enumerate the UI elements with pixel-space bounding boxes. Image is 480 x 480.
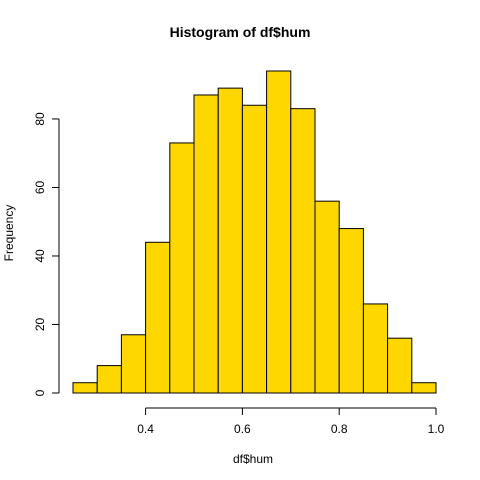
histogram-bar (338, 228, 364, 394)
x-tick-label: 0.8 (331, 422, 348, 436)
x-axis: 0.4 0.6 0.8 1.0 (137, 407, 445, 436)
histogram-bar (120, 334, 147, 394)
y-axis: 0 20 40 60 80 (33, 112, 60, 396)
y-tick-label: 20 (33, 317, 47, 331)
histogram-bar (241, 104, 268, 394)
chart-title: Histogram of df$hum (170, 24, 311, 40)
x-tick-label: 0.4 (137, 422, 154, 436)
y-tick-label: 0 (33, 389, 47, 396)
x-axis-label: df$hum (233, 452, 273, 466)
histogram-bar (145, 241, 171, 394)
bars-layer (72, 70, 437, 394)
histogram-bar (217, 87, 243, 394)
y-tick-label: 40 (33, 249, 47, 263)
histogram-bar (411, 382, 437, 394)
y-tick-label: 60 (33, 180, 47, 194)
y-tick-label: 80 (33, 112, 47, 126)
histogram-bar (314, 200, 340, 394)
histogram-bar (362, 303, 389, 394)
histogram-bar (387, 337, 413, 394)
histogram-bar (290, 108, 316, 394)
histogram-bar (193, 94, 219, 394)
histogram-bar (266, 70, 292, 394)
x-tick-label: 1.0 (428, 422, 445, 436)
y-axis-label: Frequency (2, 205, 16, 262)
histogram-bar (96, 365, 122, 394)
histogram-bar (169, 142, 195, 394)
histogram-bar (72, 382, 98, 394)
x-tick-label: 0.6 (234, 422, 251, 436)
